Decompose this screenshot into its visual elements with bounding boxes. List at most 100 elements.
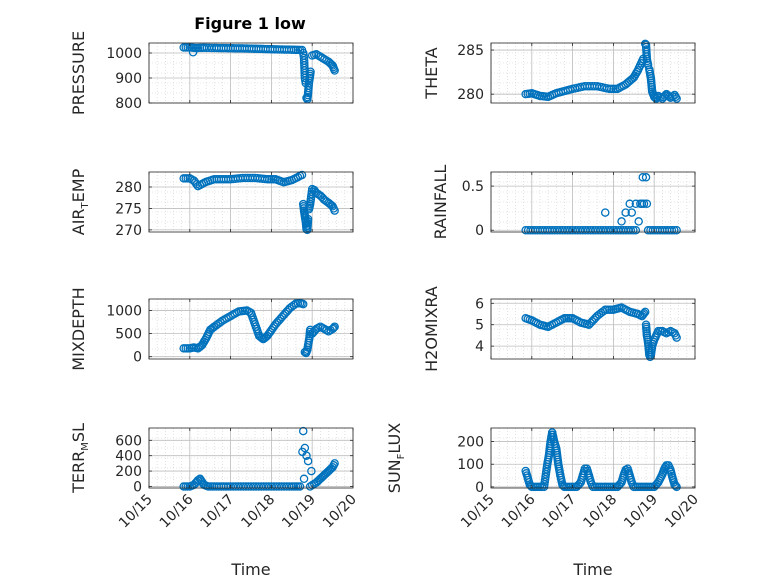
data-series [521,428,681,492]
data-point [330,66,339,75]
data-point [627,208,637,217]
y-axis-label: SUNFLUX [385,423,407,493]
axes-box [148,298,354,360]
data-point [600,208,610,217]
y-axis-label-part: LUX [385,423,404,454]
axes [490,427,696,489]
data-point [667,225,677,235]
axes-box [490,42,696,104]
y-tick-label: 0 [475,480,484,496]
y-tick-label: 800 [115,96,142,112]
y-axis-label: H2OMIXRA [422,286,441,372]
data-point [287,45,296,54]
y-tick-label: 0 [475,223,484,239]
axes-box [148,427,354,489]
data-point [298,299,308,309]
data-point [672,333,681,342]
y-tick-label: 500 [115,327,142,343]
data-series [179,426,339,491]
subplot-pressure: 800 900 1000 PRESSURE [69,31,354,115]
y-tick-label: 0.5 [462,179,484,195]
y-tick-label: 600 [115,433,142,449]
y-tick-label: 280 [457,87,484,103]
data-point [668,92,677,101]
y-tick-label: 5 [475,318,484,334]
data-point [317,192,326,202]
data-point [631,199,641,209]
y-tick-label: 275 [115,201,142,217]
data-point [672,225,681,235]
y-tick-label: 280 [115,180,142,196]
data-series [521,173,681,235]
axes [148,298,354,360]
data-point [328,324,337,334]
data-point [295,482,305,491]
subplot-h2omixra: 4 5 6 H2OMIXRA [422,286,696,372]
data-point [329,323,338,333]
data-point [617,217,626,226]
data-point [638,173,648,182]
y-tick-label: 400 [115,449,142,465]
axes [490,171,696,233]
data-point [672,482,681,492]
subplot-theta: 280 285 THETA [422,39,696,104]
y-axis-label: THETA [422,47,441,99]
axes-box [148,171,354,233]
y-tick-label: 285 [457,43,484,59]
data-point [641,173,651,182]
y-tick-label: 0 [133,479,142,495]
data-point [299,474,309,484]
axes [148,427,354,489]
axes-box [490,427,696,489]
data-point [303,214,313,224]
figure-title: Figure 1 low [194,14,306,33]
y-tick-label: 1000 [106,304,142,320]
y-tick-label: 900 [115,71,142,87]
axes-box [148,42,354,104]
y-axis-label: AIRTEMP [69,168,91,235]
data-point [625,199,634,209]
data-point [621,208,630,217]
data-point [302,451,311,460]
data-point [330,206,339,215]
y-tick-label: 270 [115,223,142,239]
y-axis-label-part: SUN [385,459,404,493]
y-axis-label-part: AIR [69,208,88,235]
axes-box [490,298,696,360]
data-point [330,322,339,331]
axes-box [490,171,696,233]
data-point [293,172,303,182]
data-series [521,39,681,103]
y-axis-label-subscript: M [80,442,91,451]
y-axis-label: PRESSURE [69,31,88,115]
data-point [672,94,681,103]
data-point [642,199,652,209]
y-tick-label: 100 [457,457,484,473]
data-point [188,48,198,57]
data-series [521,303,681,362]
y-axis-label-part: TERR [69,451,88,494]
subplot-rainfall: 0 0.5 RAINFALL [431,165,696,240]
data-series [179,43,339,104]
axes [148,171,354,233]
data-point [297,170,307,180]
subplot-mixdepth: 0 500 1000 MIXDEPTH [69,287,354,371]
y-tick-label: 1000 [106,46,142,62]
y-axis-label: RAINFALL [431,165,450,240]
data-point [257,333,267,343]
y-axis-label-subscript: T [80,201,91,209]
y-axis-label: MIXDEPTH [69,287,88,370]
y-tick-label: 0 [133,350,142,366]
data-point [598,307,608,316]
major-grid [148,428,354,488]
data-point [639,309,649,318]
data-point [639,199,649,209]
y-axis-label-part: SL [69,423,88,442]
data-point [631,225,641,235]
y-tick-label: 4 [475,339,484,355]
data-point [298,426,308,436]
data-point [303,456,313,466]
data-series [179,170,339,235]
subplot-air_temp: 270 275 280 AIRTEMP [69,168,354,239]
